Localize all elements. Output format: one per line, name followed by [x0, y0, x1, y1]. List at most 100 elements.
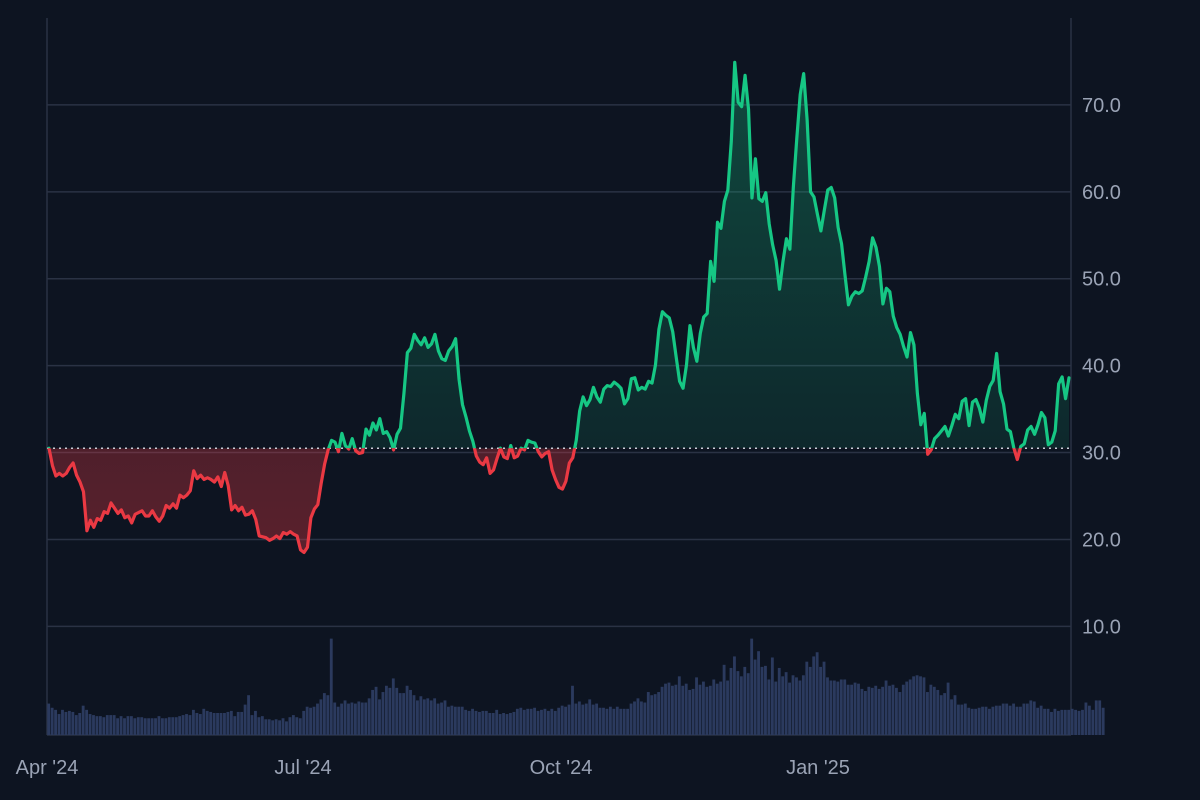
volume-bar: [174, 717, 178, 735]
volume-bar: [598, 707, 602, 735]
volume-bar: [584, 703, 588, 735]
volume-bar: [1098, 700, 1102, 735]
volume-bar: [822, 661, 826, 735]
volume-bar: [212, 713, 216, 735]
volume-bar: [288, 717, 292, 735]
volume-bar: [695, 677, 698, 735]
volume-bar: [805, 661, 809, 735]
volume-bar: [1025, 703, 1029, 735]
volume-bar: [1094, 700, 1098, 735]
volume-bar: [957, 704, 960, 735]
volume-bar: [260, 716, 264, 735]
volume-bar: [615, 706, 619, 735]
volume-bar: [98, 716, 102, 735]
volume-bar: [688, 689, 692, 735]
volume-bar: [505, 714, 509, 735]
volume-bar: [670, 685, 674, 735]
volume-bar: [274, 719, 278, 735]
volume-bar: [198, 714, 202, 735]
volume-bar: [939, 695, 943, 735]
volume-bar: [843, 679, 847, 735]
volume-bar: [78, 713, 82, 735]
volume-bar: [181, 715, 185, 735]
y-tick-label: 70.0: [1082, 95, 1121, 117]
volume-bar: [1087, 705, 1091, 735]
volume-bar: [1056, 710, 1060, 735]
volume-bar: [1050, 711, 1053, 735]
volume-bar: [171, 717, 175, 735]
volume-bar: [588, 699, 592, 735]
volume-bar: [336, 706, 340, 735]
volume-bar: [657, 692, 661, 735]
x-axis-ticks: Apr '24 Jul '24 Oct '24 Jan '25: [16, 757, 850, 779]
volume-bar: [874, 685, 878, 735]
volume-bar: [140, 717, 144, 735]
volume-bar: [870, 687, 874, 735]
volume-bar: [374, 686, 378, 735]
volume-bar: [839, 679, 843, 735]
volume-bar: [664, 683, 667, 735]
volume-bar: [526, 708, 530, 735]
volume-bar: [278, 720, 281, 735]
volume-bar: [1043, 708, 1046, 735]
volume-bar: [543, 708, 547, 735]
volume-bar: [64, 711, 68, 735]
volume-bar: [708, 685, 712, 735]
volume-bar: [54, 709, 58, 735]
volume-bar: [247, 695, 250, 735]
volume-bar: [770, 657, 774, 735]
volume-bar: [378, 699, 381, 735]
volume-bar: [329, 638, 333, 735]
volume-bar: [774, 681, 778, 735]
volume-bar: [722, 664, 726, 735]
volume-bar: [481, 710, 485, 735]
volume-bar: [908, 679, 912, 735]
x-tick-label: Oct '24: [530, 757, 593, 779]
volume-bar: [384, 685, 388, 735]
volume-bar: [223, 713, 226, 735]
volume-bar: [164, 718, 168, 735]
volume-bar: [391, 678, 395, 735]
price-line-below: [47, 448, 1022, 555]
volume-bar: [67, 710, 71, 735]
y-tick-label: 60.0: [1082, 182, 1121, 204]
volume-bar: [233, 716, 237, 735]
volume-bar: [123, 718, 126, 735]
volume-bar: [836, 681, 840, 735]
volume-bar: [712, 679, 716, 735]
volume-bar: [295, 717, 299, 735]
volume-bar: [998, 705, 1002, 735]
volume-bar: [884, 680, 888, 735]
volume-bar: [922, 677, 926, 735]
volume-bar: [402, 693, 406, 735]
volume-bar: [1022, 703, 1026, 735]
volume-bar: [143, 718, 147, 735]
volume-bar: [991, 706, 995, 735]
volume-bar: [605, 708, 609, 735]
volume-bar: [1036, 707, 1040, 735]
volume-bar: [667, 682, 671, 735]
volume-bar: [136, 717, 140, 735]
volume-bar: [943, 693, 947, 735]
volume-bar: [353, 703, 357, 735]
volume-bar: [681, 685, 685, 735]
volume-bar: [946, 682, 950, 735]
volume-bar: [832, 680, 836, 735]
volume-bar: [512, 711, 516, 735]
volume-bar: [729, 667, 733, 735]
volume-bar: [398, 693, 402, 735]
volume-bar: [467, 710, 471, 735]
volume-bar: [202, 708, 206, 735]
volume-bar: [1008, 705, 1012, 735]
volume-bar: [622, 708, 626, 735]
volume-bar: [105, 715, 109, 735]
volume-bar: [912, 676, 916, 735]
volume-bar: [81, 705, 85, 735]
volume-bar: [677, 676, 681, 735]
volume-bar: [853, 682, 857, 735]
volume-bar: [522, 709, 526, 735]
volume-bar: [967, 707, 971, 735]
volume-bar: [1070, 708, 1074, 735]
volume-bar: [326, 695, 330, 735]
volume-bar: [540, 709, 543, 735]
